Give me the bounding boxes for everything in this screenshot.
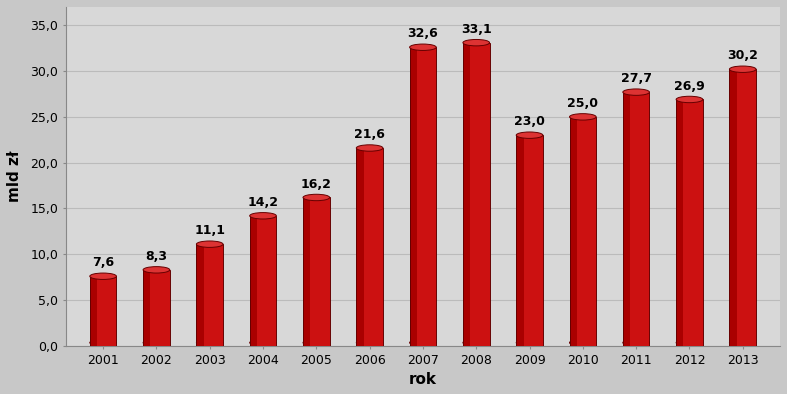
Bar bbox=[303, 197, 310, 346]
Ellipse shape bbox=[623, 340, 649, 346]
Bar bbox=[310, 197, 330, 346]
Ellipse shape bbox=[197, 241, 223, 247]
Bar bbox=[730, 69, 737, 346]
Text: 21,6: 21,6 bbox=[354, 128, 385, 141]
Bar bbox=[97, 276, 116, 346]
Bar bbox=[409, 47, 436, 346]
Bar bbox=[730, 69, 756, 346]
Bar bbox=[143, 270, 150, 346]
Bar bbox=[737, 69, 756, 346]
Bar bbox=[623, 92, 630, 346]
Ellipse shape bbox=[90, 273, 116, 279]
Ellipse shape bbox=[623, 89, 649, 95]
Bar bbox=[357, 148, 364, 346]
Bar bbox=[683, 99, 703, 346]
Ellipse shape bbox=[303, 340, 330, 346]
Ellipse shape bbox=[143, 340, 170, 346]
Bar bbox=[303, 197, 330, 346]
Ellipse shape bbox=[730, 340, 756, 346]
Text: 8,3: 8,3 bbox=[146, 250, 168, 263]
Ellipse shape bbox=[143, 267, 170, 273]
Ellipse shape bbox=[516, 132, 543, 138]
Ellipse shape bbox=[409, 340, 436, 346]
Ellipse shape bbox=[463, 39, 490, 46]
Bar bbox=[516, 135, 543, 346]
Bar bbox=[516, 135, 523, 346]
Ellipse shape bbox=[197, 340, 223, 346]
Bar bbox=[204, 244, 223, 346]
Ellipse shape bbox=[249, 340, 276, 346]
Bar bbox=[523, 135, 543, 346]
Text: 23,0: 23,0 bbox=[514, 115, 545, 128]
Ellipse shape bbox=[357, 340, 383, 346]
Ellipse shape bbox=[357, 145, 383, 151]
Bar bbox=[357, 148, 383, 346]
Text: 16,2: 16,2 bbox=[301, 178, 332, 191]
Bar bbox=[150, 270, 170, 346]
Bar bbox=[676, 99, 703, 346]
Bar bbox=[630, 92, 649, 346]
Bar bbox=[463, 43, 470, 346]
Text: 25,0: 25,0 bbox=[567, 97, 598, 110]
Bar bbox=[197, 244, 223, 346]
Text: 27,7: 27,7 bbox=[621, 72, 652, 85]
Ellipse shape bbox=[676, 96, 703, 103]
Text: 14,2: 14,2 bbox=[248, 196, 279, 209]
Bar bbox=[577, 117, 597, 346]
Text: 11,1: 11,1 bbox=[194, 224, 225, 237]
Bar bbox=[570, 117, 577, 346]
Text: 32,6: 32,6 bbox=[408, 27, 438, 40]
Ellipse shape bbox=[730, 66, 756, 72]
Bar bbox=[90, 276, 116, 346]
Text: 33,1: 33,1 bbox=[461, 23, 492, 36]
Ellipse shape bbox=[676, 340, 703, 346]
Bar bbox=[570, 117, 597, 346]
Text: 26,9: 26,9 bbox=[674, 80, 705, 93]
Bar bbox=[676, 99, 683, 346]
Ellipse shape bbox=[516, 340, 543, 346]
Bar bbox=[417, 47, 436, 346]
Y-axis label: mld zł: mld zł bbox=[7, 151, 22, 202]
Ellipse shape bbox=[570, 113, 597, 120]
Bar bbox=[257, 216, 276, 346]
Bar bbox=[470, 43, 490, 346]
Bar bbox=[197, 244, 204, 346]
Ellipse shape bbox=[303, 194, 330, 201]
Ellipse shape bbox=[463, 340, 490, 346]
Bar bbox=[143, 270, 170, 346]
Ellipse shape bbox=[570, 340, 597, 346]
Bar bbox=[249, 216, 257, 346]
Ellipse shape bbox=[90, 340, 116, 346]
Bar bbox=[90, 276, 97, 346]
Ellipse shape bbox=[409, 44, 436, 50]
Text: 7,6: 7,6 bbox=[92, 256, 114, 269]
Bar bbox=[623, 92, 649, 346]
Bar bbox=[249, 216, 276, 346]
X-axis label: rok: rok bbox=[409, 372, 437, 387]
Bar bbox=[409, 47, 417, 346]
Ellipse shape bbox=[249, 213, 276, 219]
Bar bbox=[463, 43, 490, 346]
Text: 30,2: 30,2 bbox=[727, 49, 758, 62]
Bar bbox=[364, 148, 383, 346]
